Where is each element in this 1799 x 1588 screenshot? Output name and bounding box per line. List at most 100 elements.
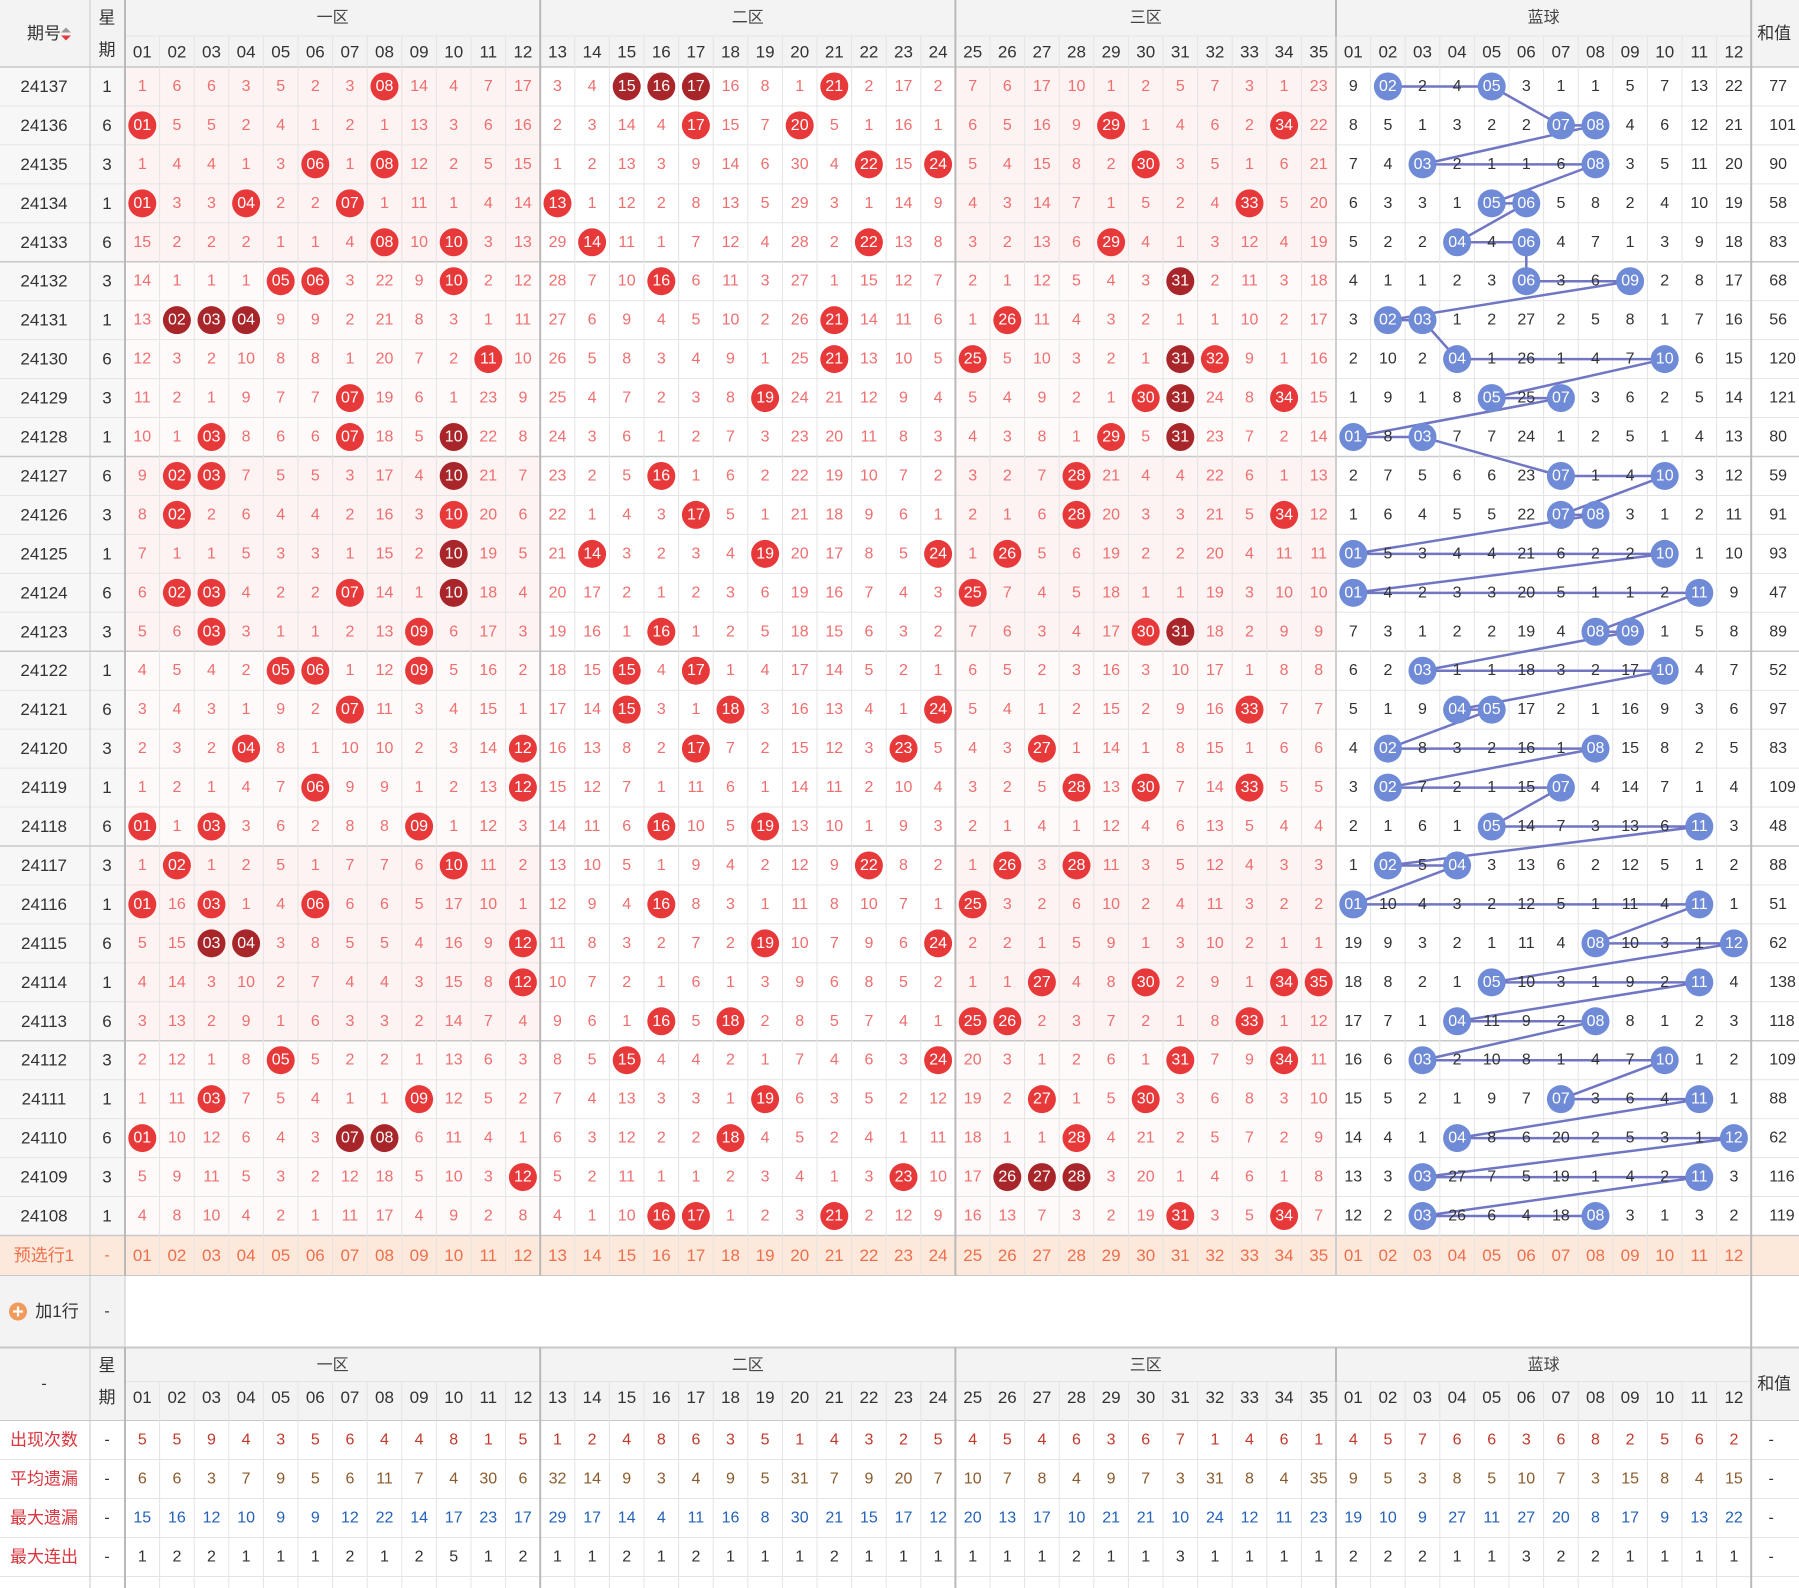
preselect-red-number[interactable]: 12: [513, 1246, 532, 1265]
red-miss-count: 3: [588, 1130, 597, 1147]
preselect-red-number[interactable]: 03: [202, 1246, 221, 1265]
red-ball-number: 05: [272, 273, 290, 290]
preselect-red-number[interactable]: 16: [652, 1246, 671, 1265]
red-miss-count: 3: [138, 1013, 147, 1030]
preselect-blue-number[interactable]: 12: [1724, 1246, 1743, 1265]
red-column-header: 04: [237, 43, 256, 62]
red-miss-count: 9: [1107, 935, 1116, 952]
red-miss-count: 7: [380, 857, 389, 874]
red-miss-count: 6: [899, 506, 908, 523]
preselect-red-number[interactable]: 29: [1102, 1246, 1121, 1265]
preselect-blue-number[interactable]: 02: [1378, 1246, 1397, 1265]
blue-ball-number: 07: [1552, 1091, 1570, 1108]
red-column-header: 33: [1240, 43, 1259, 62]
red-ball-number: 02: [168, 467, 186, 484]
preselect-blue-number[interactable]: 03: [1413, 1246, 1432, 1265]
stat-red-value: 2: [588, 1432, 597, 1449]
preselect-red-number[interactable]: 11: [479, 1246, 497, 1265]
stat-red-value: 7: [830, 1471, 839, 1488]
red-miss-count: 11: [1207, 896, 1224, 913]
preselect-blue-number[interactable]: 07: [1551, 1246, 1570, 1265]
preselect-blue-number[interactable]: 10: [1655, 1246, 1674, 1265]
red-miss-count: 14: [895, 195, 913, 212]
red-miss-count: 11: [549, 935, 566, 952]
red-column-header: 01: [133, 43, 152, 62]
preselect-blue-number[interactable]: 11: [1690, 1246, 1708, 1265]
preselect-red-number[interactable]: 27: [1032, 1246, 1051, 1265]
red-miss-count: 4: [345, 234, 354, 251]
red-miss-count: 7: [1314, 1208, 1323, 1225]
red-column-header: 12: [513, 1388, 532, 1407]
preselect-red-number[interactable]: 33: [1240, 1246, 1259, 1265]
preselect-red-number[interactable]: 06: [306, 1246, 325, 1265]
sum-value: 77: [1769, 78, 1787, 95]
preselect-blue-number[interactable]: 01: [1344, 1246, 1363, 1265]
preselect-red-number[interactable]: 14: [583, 1246, 602, 1265]
preselect-red-number[interactable]: 17: [686, 1246, 705, 1265]
preselect-red-number[interactable]: 01: [133, 1246, 152, 1265]
issue-number: 24133: [20, 233, 67, 252]
stat-blue-value: 11: [1483, 1510, 1500, 1527]
add-row-button[interactable]: 加1行: [35, 1302, 78, 1321]
preselect-red-number[interactable]: 23: [894, 1246, 913, 1265]
preselect-red-number[interactable]: 02: [167, 1246, 186, 1265]
preselect-red-number[interactable]: 07: [340, 1246, 359, 1265]
red-miss-count: 2: [726, 1169, 735, 1186]
red-miss-count: 1: [899, 701, 908, 718]
red-miss-count: 7: [726, 740, 735, 757]
preselect-red-number[interactable]: 10: [444, 1246, 463, 1265]
preselect-red-number[interactable]: 09: [410, 1246, 429, 1265]
issue-number: 24128: [20, 428, 67, 447]
red-miss-count: 3: [1003, 1052, 1012, 1069]
red-ball-number: 10: [445, 857, 463, 874]
blue-miss-count: 3: [1626, 156, 1635, 173]
red-miss-count: 16: [964, 1208, 982, 1225]
preselect-red-number[interactable]: 04: [237, 1246, 256, 1265]
preselect-red-number[interactable]: 18: [721, 1246, 740, 1265]
blue-miss-count: 3: [1556, 273, 1565, 290]
preselect-red-number[interactable]: 30: [1136, 1246, 1155, 1265]
preselect-red-number[interactable]: 35: [1309, 1246, 1328, 1265]
red-ball-number: 28: [1068, 857, 1086, 874]
red-miss-count: 2: [1245, 117, 1254, 134]
blue-miss-count: 6: [1418, 818, 1427, 835]
red-ball: [405, 812, 434, 841]
stat-red-value: 11: [1276, 1510, 1293, 1527]
preselect-red-number[interactable]: 15: [617, 1246, 636, 1265]
red-ball: [439, 461, 468, 490]
preselect-red-number[interactable]: 28: [1067, 1246, 1086, 1265]
preselect-blue-number[interactable]: 04: [1448, 1246, 1467, 1265]
preselect-blue-number[interactable]: 09: [1621, 1246, 1640, 1265]
preselect-red-number[interactable]: 08: [375, 1246, 394, 1265]
red-miss-count: 2: [657, 740, 666, 757]
preselect-red-number[interactable]: 22: [859, 1246, 878, 1265]
red-miss-count: 18: [1102, 584, 1120, 601]
red-ball-number: 33: [1241, 779, 1259, 796]
preselect-red-number[interactable]: 26: [998, 1246, 1017, 1265]
sum-value: 80: [1769, 429, 1787, 446]
preselect-red-number[interactable]: 31: [1171, 1246, 1190, 1265]
preselect-red-number[interactable]: 05: [271, 1246, 290, 1265]
preselect-red-number[interactable]: 24: [929, 1246, 948, 1265]
red-ball-number: 29: [1102, 429, 1120, 446]
preselect-red-number[interactable]: 13: [548, 1246, 567, 1265]
preselect-blue-number[interactable]: 08: [1586, 1246, 1605, 1265]
red-miss-count: 2: [138, 1052, 147, 1069]
issue-number: 24126: [20, 505, 67, 524]
stat-red-value: 5: [138, 1432, 147, 1449]
preselect-red-number[interactable]: 19: [756, 1246, 775, 1265]
red-column-header: 17: [686, 1388, 705, 1407]
preselect-red-number[interactable]: 21: [825, 1246, 844, 1265]
red-miss-count: 4: [864, 1130, 873, 1147]
red-miss-count: 4: [553, 1208, 562, 1225]
preselect-red-number[interactable]: 25: [963, 1246, 982, 1265]
preselect-red-number[interactable]: 20: [790, 1246, 809, 1265]
preselect-blue-number[interactable]: 06: [1517, 1246, 1536, 1265]
red-miss-count: 13: [410, 117, 428, 134]
preselect-red-number[interactable]: 32: [1205, 1246, 1224, 1265]
preselect-red-number[interactable]: 34: [1275, 1246, 1294, 1265]
preselect-label[interactable]: 预选行1: [14, 1246, 74, 1265]
red-miss-count: 27: [549, 312, 567, 329]
preselect-blue-number[interactable]: 05: [1482, 1246, 1501, 1265]
red-miss-count: 1: [1176, 1013, 1185, 1030]
